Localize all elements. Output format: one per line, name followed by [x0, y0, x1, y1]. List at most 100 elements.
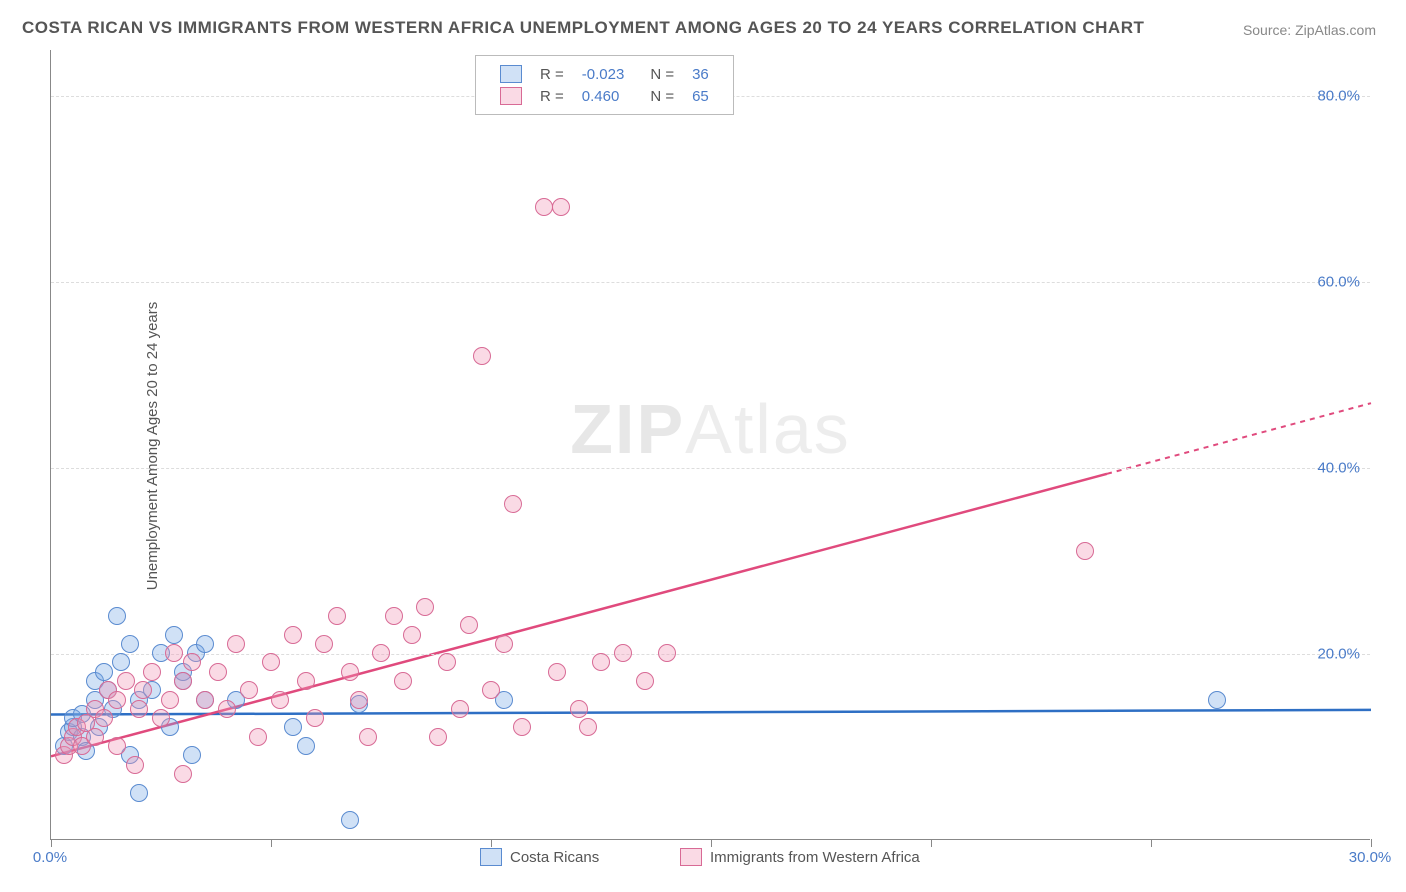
scatter-point [451, 700, 469, 718]
scatter-point [249, 728, 267, 746]
x-tick [1151, 839, 1152, 847]
scatter-point [614, 644, 632, 662]
scatter-point [121, 635, 139, 653]
scatter-point [658, 644, 676, 662]
scatter-point [394, 672, 412, 690]
scatter-point [95, 663, 113, 681]
scatter-point [262, 653, 280, 671]
x-tick-label: 0.0% [33, 849, 67, 866]
x-tick-label: 30.0% [1349, 849, 1392, 866]
gridline [51, 654, 1370, 655]
scatter-point [174, 765, 192, 783]
n-label: N = [634, 64, 682, 84]
scatter-point [218, 700, 236, 718]
x-tick [271, 839, 272, 847]
scatter-point [95, 709, 113, 727]
scatter-point [271, 691, 289, 709]
r-label: R = [532, 86, 572, 106]
trend-lines-svg [51, 50, 1371, 840]
x-tick [711, 839, 712, 847]
scatter-point [385, 607, 403, 625]
scatter-point [416, 598, 434, 616]
scatter-point [152, 709, 170, 727]
x-tick [491, 839, 492, 847]
bottom-legend-item: Costa Ricans [480, 848, 599, 866]
legend-swatch [680, 848, 702, 866]
scatter-point [350, 691, 368, 709]
n-value: 36 [684, 64, 717, 84]
scatter-point [429, 728, 447, 746]
x-tick [1371, 839, 1372, 847]
scatter-point [227, 635, 245, 653]
scatter-point [183, 653, 201, 671]
scatter-point [1076, 542, 1094, 560]
r-label: R = [532, 64, 572, 84]
scatter-point [209, 663, 227, 681]
source-label: Source: ZipAtlas.com [1243, 22, 1376, 38]
legend-row: R =0.460N =65 [492, 86, 717, 106]
bottom-legend-item: Immigrants from Western Africa [680, 848, 920, 866]
scatter-point [473, 347, 491, 365]
gridline [51, 468, 1370, 469]
scatter-point [174, 672, 192, 690]
n-label: N = [634, 86, 682, 106]
scatter-point [240, 681, 258, 699]
legend-swatch [500, 65, 522, 83]
scatter-point [403, 626, 421, 644]
chart-container: COSTA RICAN VS IMMIGRANTS FROM WESTERN A… [0, 0, 1406, 892]
y-tick-label: 20.0% [1317, 646, 1360, 663]
scatter-point [117, 672, 135, 690]
stats-legend: R =-0.023N =36R =0.460N =65 [475, 55, 734, 115]
trend-line [51, 710, 1371, 715]
scatter-point [579, 718, 597, 736]
r-value: -0.023 [574, 64, 633, 84]
scatter-point [297, 672, 315, 690]
scatter-point [134, 681, 152, 699]
scatter-point [548, 663, 566, 681]
y-tick-label: 40.0% [1317, 460, 1360, 477]
scatter-point [1208, 691, 1226, 709]
scatter-point [504, 495, 522, 513]
scatter-point [341, 811, 359, 829]
r-value: 0.460 [574, 86, 633, 106]
scatter-point [130, 700, 148, 718]
plot-area: ZIPAtlas 20.0%40.0%60.0%80.0% [50, 50, 1370, 840]
chart-title: COSTA RICAN VS IMMIGRANTS FROM WESTERN A… [22, 18, 1144, 38]
scatter-point [112, 653, 130, 671]
scatter-point [183, 746, 201, 764]
scatter-point [495, 635, 513, 653]
scatter-point [306, 709, 324, 727]
legend-label: Costa Ricans [510, 849, 599, 866]
y-tick-label: 60.0% [1317, 274, 1360, 291]
scatter-point [196, 691, 214, 709]
scatter-point [328, 607, 346, 625]
scatter-point [636, 672, 654, 690]
scatter-point [570, 700, 588, 718]
scatter-point [196, 635, 214, 653]
scatter-point [165, 626, 183, 644]
scatter-point [165, 644, 183, 662]
legend-label: Immigrants from Western Africa [710, 849, 920, 866]
y-tick-label: 80.0% [1317, 88, 1360, 105]
scatter-point [359, 728, 377, 746]
scatter-point [126, 756, 144, 774]
scatter-point [513, 718, 531, 736]
scatter-point [108, 691, 126, 709]
scatter-point [372, 644, 390, 662]
scatter-point [552, 198, 570, 216]
scatter-point [535, 198, 553, 216]
scatter-point [592, 653, 610, 671]
scatter-point [130, 784, 148, 802]
legend-swatch [480, 848, 502, 866]
scatter-point [108, 737, 126, 755]
scatter-point [438, 653, 456, 671]
n-value: 65 [684, 86, 717, 106]
scatter-point [341, 663, 359, 681]
scatter-point [284, 718, 302, 736]
scatter-point [143, 663, 161, 681]
scatter-point [86, 728, 104, 746]
gridline [51, 282, 1370, 283]
scatter-point [297, 737, 315, 755]
scatter-point [108, 607, 126, 625]
scatter-point [161, 691, 179, 709]
